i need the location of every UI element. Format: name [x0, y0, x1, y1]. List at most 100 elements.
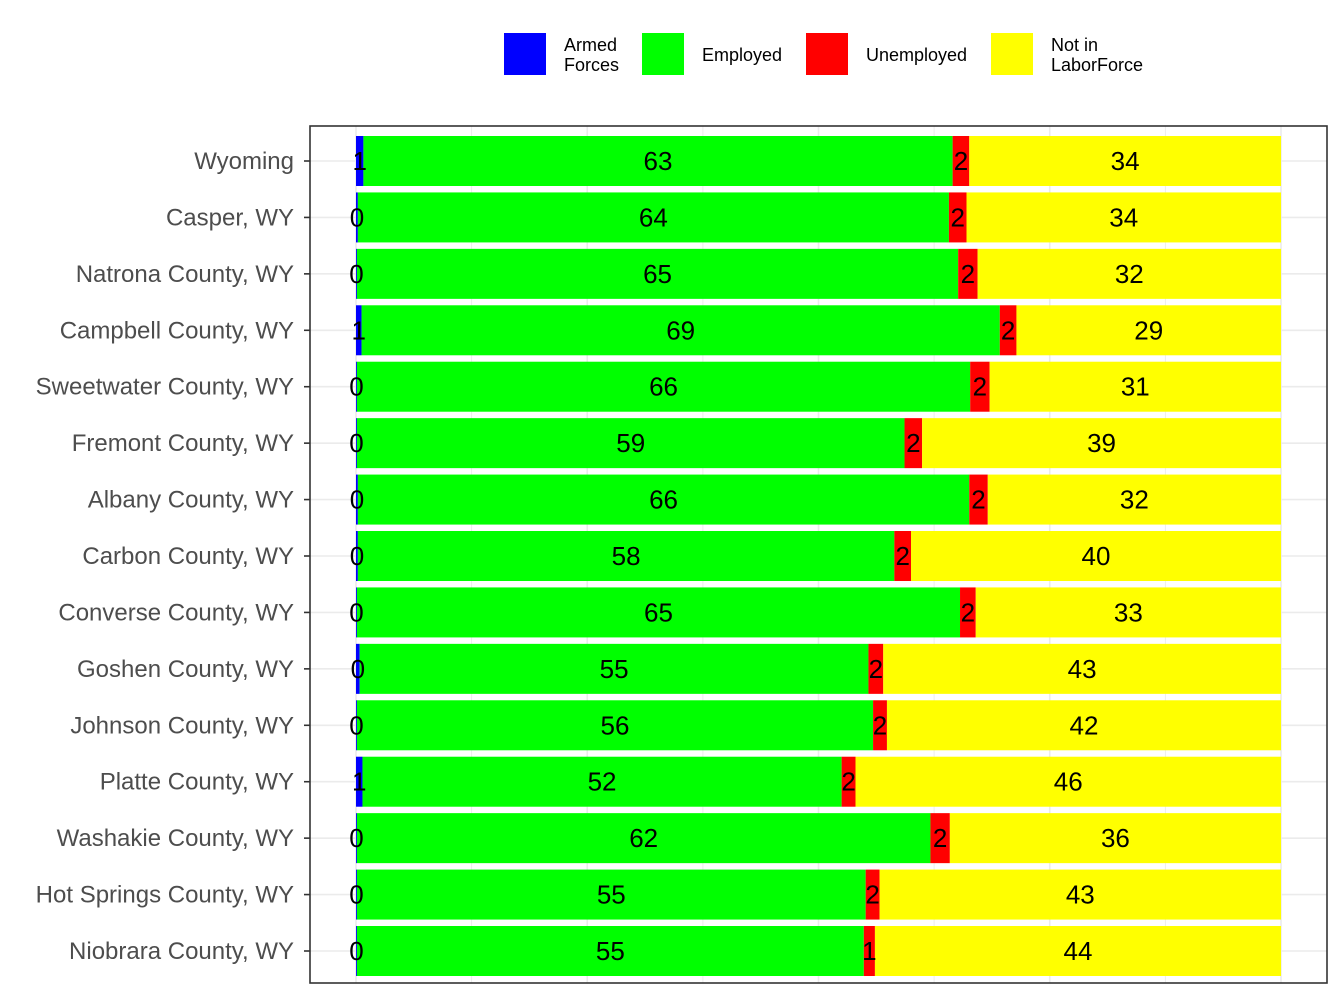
- bar-armed-forces: [356, 926, 357, 976]
- bar-employed: [357, 192, 949, 243]
- plot-border: [309, 125, 1328, 984]
- bar-value-label: 0: [349, 597, 363, 627]
- bar-value-label: 66: [649, 372, 678, 402]
- bar-value-label: 0: [349, 880, 363, 910]
- bar-employed: [359, 643, 869, 694]
- legend-key: [991, 33, 1033, 75]
- bar-value-label: 44: [1064, 936, 1093, 966]
- bar-value-label: 0: [349, 710, 363, 740]
- legend: Armed Forces Employed Unemployed Not in Lab…: [0, 30, 1344, 90]
- bar-not-in-laborforce: [879, 869, 1281, 920]
- bar-employed: [361, 305, 1000, 356]
- bar-value-label: 0: [349, 372, 363, 402]
- bar-armed-forces: [356, 531, 358, 581]
- bar-armed-forces: [356, 700, 357, 751]
- bar-employed: [356, 587, 961, 638]
- legend-item-not-in-laborforce: Not in LaborForce: [0, 30, 1344, 76]
- legend-label: Armed Forces: [564, 35, 620, 75]
- bar-employed: [357, 531, 895, 581]
- bar-armed-forces: [356, 587, 357, 638]
- y-tick-label: Casper, WY: [166, 204, 294, 231]
- bar-value-label: 2: [961, 259, 975, 289]
- bar-value-label: 2: [971, 485, 985, 515]
- legend-item-employed: Employed: [0, 30, 1344, 76]
- y-tick-label: Hot Springs County, WY: [36, 882, 294, 909]
- bar-value-label: 2: [973, 372, 987, 402]
- bar-armed-forces: [356, 418, 357, 469]
- bar-value-label: 32: [1115, 259, 1144, 289]
- legend-key: [806, 33, 848, 75]
- bar-unemployed: [999, 305, 1017, 356]
- bar-armed-forces: [356, 756, 363, 807]
- bar-value-label: 65: [644, 597, 673, 627]
- y-tick-label: Albany County, WY: [88, 487, 294, 514]
- bar-value-label: 55: [597, 880, 626, 910]
- bar-value-label: 0: [349, 259, 363, 289]
- bar-value-label: 64: [639, 202, 668, 232]
- bar-value-label: 31: [1121, 372, 1150, 402]
- bar-value-label: 0: [350, 541, 364, 571]
- y-axis: Wyoming Casper, WY Natrona County, WY Campb…: [36, 148, 310, 965]
- bar-value-label: 34: [1111, 146, 1140, 176]
- bar-value-label: 66: [649, 485, 678, 515]
- bar-value-label: 40: [1082, 541, 1111, 571]
- bar-not-in-laborforce: [874, 926, 1281, 976]
- y-tick-label: Goshen County, WY: [77, 656, 294, 683]
- bar-not-in-laborforce: [922, 418, 1281, 469]
- bar-not-in-laborforce: [855, 756, 1281, 807]
- bar-value-label: 43: [1068, 654, 1097, 684]
- bar-unemployed: [948, 192, 967, 243]
- bar-armed-forces: [356, 361, 357, 412]
- bar-value-label: 2: [950, 202, 964, 232]
- bar-value-label: 56: [601, 710, 630, 740]
- bar-value-label: 1: [352, 767, 366, 797]
- legend-label: Employed: [702, 45, 783, 65]
- bar-unemployed: [970, 361, 990, 412]
- bar-unemployed: [873, 700, 887, 751]
- y-tick-label: Fremont County, WY: [72, 430, 294, 457]
- bar-value-label: 2: [961, 597, 975, 627]
- bar-value-label: 0: [351, 654, 365, 684]
- legend-key: [504, 33, 546, 75]
- bar-value-label: 1: [352, 315, 366, 345]
- y-tick-label: Campbell County, WY: [60, 317, 294, 344]
- bar-value-label: 2: [895, 541, 909, 571]
- bar-unemployed: [904, 418, 923, 469]
- bar-unemployed: [894, 531, 911, 581]
- y-tick-label: Converse County, WY: [58, 599, 294, 626]
- bar-value-label: 2: [954, 146, 968, 176]
- bar-not-in-laborforce: [949, 813, 1281, 864]
- bar-employed: [362, 756, 842, 807]
- y-tick-label: Sweetwater County, WY: [36, 374, 294, 401]
- y-tick-label: Niobrara County, WY: [69, 938, 294, 965]
- bar-unemployed: [863, 926, 875, 976]
- bar-unemployed: [958, 248, 978, 299]
- bar-value-label: 65: [643, 259, 672, 289]
- bar-value-label: 29: [1134, 315, 1163, 345]
- bar-value-label: 0: [349, 428, 363, 458]
- bar-unemployed: [930, 813, 950, 864]
- bar-employed: [356, 418, 905, 469]
- bar-labels: 1 63 2 34 0 64 2 34 0 65 2 32 1 69 2 29 0 66 2 31 0 59 2 39 0 66 2…: [349, 146, 1163, 966]
- bar-value-label: 33: [1114, 597, 1143, 627]
- y-tick-label: Carbon County, WY: [82, 543, 294, 570]
- bars: [356, 136, 1281, 976]
- bar-value-label: 0: [349, 936, 363, 966]
- bar-employed: [356, 700, 874, 751]
- bar-not-in-laborforce: [975, 587, 1281, 638]
- bar-value-label: 34: [1109, 202, 1138, 232]
- y-tick-label: Washakie County, WY: [57, 825, 294, 852]
- bar-not-in-laborforce: [883, 643, 1281, 694]
- bar-unemployed: [868, 643, 884, 694]
- bar-value-label: 55: [596, 936, 625, 966]
- bar-not-in-laborforce: [1016, 305, 1281, 356]
- bar-not-in-laborforce: [989, 361, 1281, 412]
- bar-employed: [356, 926, 864, 976]
- bar-value-label: 2: [1001, 315, 1015, 345]
- bar-unemployed: [841, 756, 856, 807]
- bar-unemployed: [952, 136, 970, 186]
- bar-value-label: 2: [865, 880, 879, 910]
- legend-key: [642, 33, 684, 75]
- legend-item-unemployed: Unemployed: [0, 30, 1344, 76]
